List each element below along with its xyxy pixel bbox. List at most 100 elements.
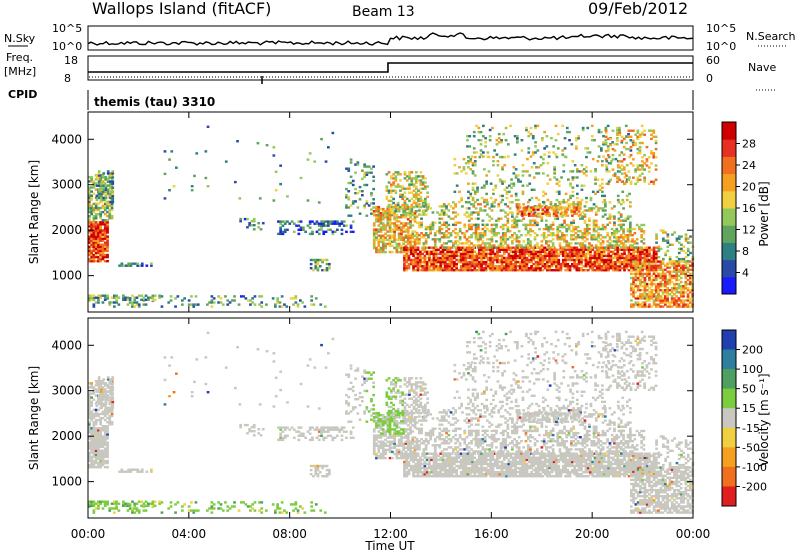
- power-cell: [603, 195, 606, 197]
- power-cell: [451, 257, 454, 259]
- power-cell: [616, 179, 619, 181]
- power-cell: [527, 151, 530, 153]
- power-cell: [316, 231, 319, 233]
- power-cell: [529, 228, 532, 230]
- power-cell: [585, 166, 588, 168]
- power-cell: [275, 171, 278, 173]
- power-cell: [516, 220, 519, 222]
- power-cell: [535, 206, 538, 208]
- power-cell: [321, 261, 324, 263]
- power-cell: [430, 253, 433, 255]
- power-cell: [298, 233, 301, 235]
- power-cell: [577, 234, 580, 236]
- power-cell: [461, 242, 464, 244]
- nsearch-tick-bottom: 10^0: [706, 40, 736, 53]
- power-cell: [345, 225, 348, 227]
- power-cell: [473, 131, 476, 133]
- power-cell: [424, 249, 427, 251]
- power-cell: [390, 196, 393, 198]
- power-cell: [102, 295, 105, 297]
- power-cell: [375, 233, 378, 235]
- power-cell: [482, 240, 485, 242]
- power-cell: [316, 220, 319, 222]
- power-cell: [489, 129, 492, 131]
- power-cell: [504, 224, 507, 226]
- power-cell: [411, 218, 414, 220]
- power-cell: [641, 263, 644, 265]
- power-cell: [678, 285, 681, 287]
- power-cell: [424, 255, 427, 257]
- power-cell: [420, 171, 423, 173]
- power-cell: [581, 232, 584, 234]
- power-cell: [648, 273, 651, 275]
- power-cell: [273, 146, 276, 148]
- power-cell: [558, 193, 561, 195]
- velocity-cell: [102, 417, 105, 419]
- power-cell: [424, 198, 427, 200]
- power-cell: [482, 209, 485, 211]
- power-cell: [460, 249, 463, 251]
- power-cell: [332, 233, 335, 235]
- power-cell: [452, 224, 455, 226]
- power-cell: [534, 224, 537, 226]
- power-cell: [616, 177, 619, 179]
- power-cell: [402, 243, 405, 245]
- power-cell: [382, 208, 385, 210]
- power-cell: [555, 257, 558, 259]
- power-cell: [468, 145, 471, 147]
- power-cell: [611, 244, 614, 246]
- power-cell: [451, 265, 454, 267]
- power-cell: [655, 275, 658, 277]
- power-cell: [410, 210, 413, 212]
- power-cell: [612, 257, 615, 259]
- power-cell: [607, 261, 610, 263]
- power-cell: [583, 168, 586, 170]
- colorbar-segment: [722, 242, 736, 260]
- power-cell: [502, 236, 505, 238]
- power-cell: [657, 265, 660, 267]
- power-cell: [601, 247, 604, 249]
- power-cell: [632, 273, 635, 275]
- power-cell: [655, 265, 658, 267]
- power-cell: [544, 247, 547, 249]
- power-cell: [457, 213, 460, 215]
- power-cell: [450, 218, 453, 220]
- power-cell: [95, 248, 98, 250]
- power-cell: [630, 183, 633, 185]
- power-cell: [501, 166, 504, 168]
- power-cell: [511, 236, 514, 238]
- power-cell: [104, 225, 107, 227]
- power-cell: [594, 193, 597, 195]
- power-cell: [361, 190, 364, 192]
- power-cell: [338, 223, 341, 225]
- power-cell: [640, 228, 643, 230]
- power-cell: [607, 249, 610, 251]
- power-cell: [453, 257, 456, 259]
- power-cell: [548, 261, 551, 263]
- power-cell: [639, 175, 642, 177]
- power-cell: [510, 195, 513, 197]
- power-cell: [265, 303, 268, 305]
- power-cell: [621, 173, 624, 175]
- power-cell: [437, 249, 440, 251]
- power-cell: [432, 226, 435, 228]
- power-cell: [439, 251, 442, 253]
- power-cell: [528, 267, 531, 269]
- velocity-cell: [102, 435, 105, 437]
- power-cell: [486, 246, 489, 248]
- power-cell: [678, 238, 681, 240]
- power-cell: [569, 197, 572, 199]
- velocity-cell: [104, 454, 107, 456]
- power-cell: [518, 220, 521, 222]
- power-cell: [618, 224, 621, 226]
- power-cell: [682, 246, 685, 248]
- power-cell: [526, 257, 529, 259]
- power-cell: [538, 199, 541, 201]
- power-cell: [643, 134, 646, 136]
- power-cell: [483, 267, 486, 269]
- power-cell: [595, 230, 598, 232]
- power-cell: [111, 180, 114, 182]
- power-cell: [454, 191, 457, 193]
